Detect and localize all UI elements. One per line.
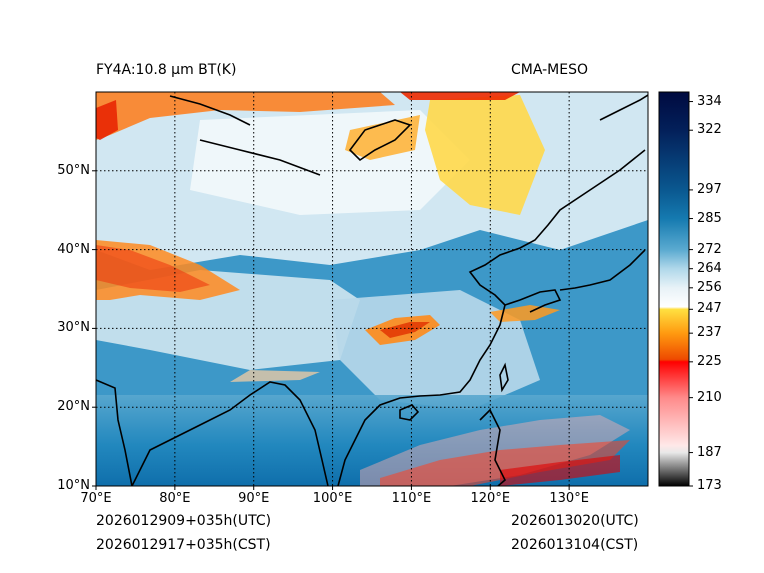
lat-tick-label: 40°N <box>57 241 90 257</box>
cloud-india-streak <box>230 370 320 382</box>
colorbar-tick-label: 285 <box>697 210 722 226</box>
lon-tick-label: 100°E <box>312 491 353 506</box>
coastlines <box>96 94 648 486</box>
lon-tick-label: 110°E <box>391 491 432 506</box>
valid-time-utc: 2026013020(UTC) <box>511 513 639 529</box>
init-time-utc: 2026012909+035h(UTC) <box>96 513 272 529</box>
map-frame <box>95 91 649 487</box>
map-ticks <box>92 170 570 490</box>
title-right: CMA-MESO <box>511 62 589 78</box>
init-time-cst: 2026012917+035h(CST) <box>96 537 271 553</box>
coast-japan <box>559 249 646 291</box>
cloud-top-orange <box>96 92 395 140</box>
island-taiwan <box>499 362 509 393</box>
border-mongolia <box>199 139 321 176</box>
cloud-sichuan-core <box>380 322 430 338</box>
coast-india-west <box>96 379 133 486</box>
colorbar-tick-label: 322 <box>697 122 722 138</box>
lon-tick-label: 70°E <box>80 491 112 506</box>
lake-baikal <box>348 119 412 162</box>
colorbar-tick-label: 264 <box>697 260 722 276</box>
border-russia <box>169 95 251 126</box>
coast-china <box>337 149 646 486</box>
coast-korea <box>504 289 562 313</box>
island-philippines <box>479 408 506 486</box>
lat-tick-label: 30°N <box>57 320 90 336</box>
colorbar-tick-label: 237 <box>697 325 722 341</box>
colorbar-ramp <box>658 91 690 487</box>
colorbar-tick-label: 297 <box>697 181 722 197</box>
colorbar-tick-label: 256 <box>697 279 722 295</box>
map-plot-area <box>96 92 648 486</box>
valid-time-cst: 2026013104(CST) <box>511 537 639 553</box>
colorbar-tick-label: 210 <box>697 389 722 405</box>
colorbar <box>658 91 693 487</box>
colorbar-tick-label: 187 <box>697 444 722 460</box>
coast-okhotsk <box>599 94 648 121</box>
cloud-manchuria-yellow <box>425 95 545 215</box>
lon-tick-label: 80°E <box>159 491 191 506</box>
graticule <box>96 92 648 486</box>
lat-tick-label: 50°N <box>57 162 90 178</box>
cloud-south-band <box>380 440 630 486</box>
cloud-top-red <box>400 92 520 100</box>
colorbar-tick-label: 173 <box>697 478 722 493</box>
cloud-west-band-core <box>96 245 210 292</box>
colorbar-tick-label: 272 <box>697 241 722 257</box>
cloud-top-left-red <box>96 100 118 140</box>
lon-tick-label: 120°E <box>470 491 511 506</box>
lon-tick-label: 130°E <box>549 491 589 506</box>
island-hainan <box>399 404 420 421</box>
cloud-central-china <box>330 290 540 410</box>
title-left: FY4A:10.8 µm BT(K) <box>96 62 237 78</box>
cloud-south-core <box>500 455 620 486</box>
lat-tick-label: 20°N <box>57 399 90 415</box>
lat-tick-label: 10°N <box>57 478 90 493</box>
colorbar-tick-label: 225 <box>697 353 722 369</box>
colorbar-ticks <box>689 101 693 487</box>
coast-india-east <box>131 381 329 486</box>
colorbar-tick-label: 247 <box>697 301 722 317</box>
lon-tick-label: 90°E <box>238 491 270 506</box>
colorbar-tick-label: 334 <box>697 93 722 109</box>
cloud-baikal <box>345 115 420 160</box>
cloud-east-sea <box>490 305 560 322</box>
